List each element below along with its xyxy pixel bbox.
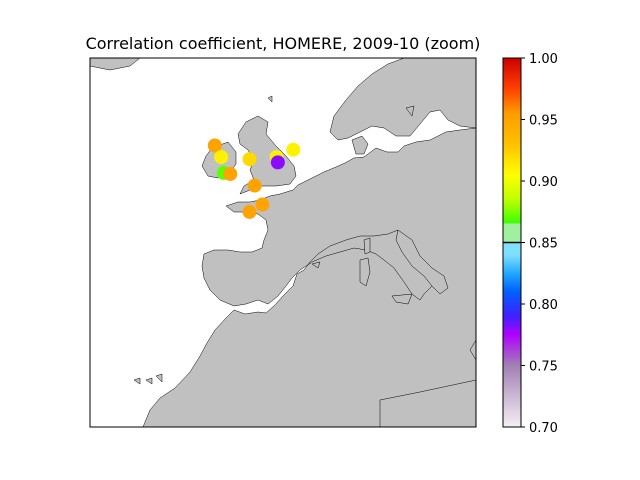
map-axes	[89, 57, 477, 428]
station-point	[207, 138, 222, 153]
north-africa	[379, 339, 476, 427]
canary-islands	[133, 373, 163, 385]
colorbar-tick-label: 0.75	[529, 360, 558, 375]
colorbar-tick-label: 1.00	[529, 52, 558, 67]
italy-peninsula	[395, 229, 449, 295]
station-point	[255, 197, 270, 212]
colorbar-tick-label: 0.95	[529, 114, 558, 129]
balearic-islands	[311, 261, 321, 269]
corsica	[363, 237, 371, 255]
station-point	[270, 155, 285, 170]
chart-title: Correlation coefficient, HOMERE, 2009-10…	[86, 34, 481, 53]
iceland	[90, 58, 141, 71]
sardinia	[359, 257, 371, 287]
colorbar-tick-label: 0.80	[529, 298, 558, 313]
baltic-islands	[267, 95, 415, 117]
map-frame	[89, 57, 477, 428]
station-point	[247, 178, 262, 193]
station-point	[223, 166, 238, 181]
land-masses	[90, 58, 476, 427]
colorbar: 0.70 0.75 0.80 0.85 0.90 0.95 1.00	[502, 52, 558, 436]
station-point	[286, 142, 301, 157]
scandinavia	[329, 58, 476, 141]
station-points	[207, 138, 301, 219]
station-point	[242, 204, 257, 219]
station-point	[242, 152, 257, 167]
colorbar-ticks: 0.70 0.75 0.80 0.85 0.90 0.95 1.00	[521, 52, 558, 436]
denmark	[351, 135, 369, 155]
sicily	[391, 293, 413, 305]
colorbar-tick-label: 0.90	[529, 175, 558, 190]
colorbar-tick-label: 0.85	[529, 237, 558, 252]
station-point	[214, 150, 229, 165]
colorbar-tick-label: 0.70	[529, 421, 558, 436]
